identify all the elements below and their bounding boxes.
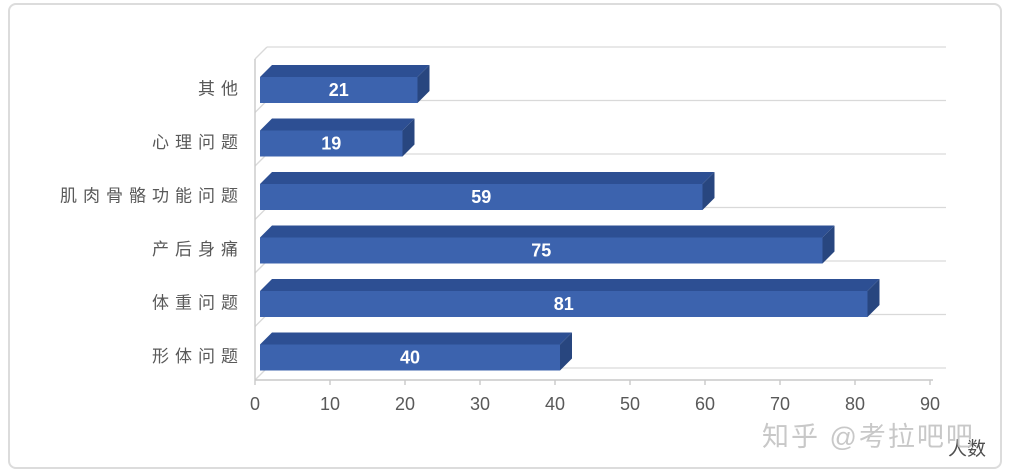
bar-side-face <box>867 279 880 317</box>
category-label: 体重问题 <box>152 293 244 312</box>
bar-top-face <box>260 279 880 291</box>
bar-top-face <box>260 332 572 345</box>
tick-label: 70 <box>770 394 790 414</box>
bar-value-label: 40 <box>400 347 420 367</box>
gridline-depth-edge <box>254 46 268 60</box>
category-label: 其他 <box>198 79 244 98</box>
bar-front-face <box>260 237 823 264</box>
bar-value-label: 19 <box>321 133 341 153</box>
bar-front-face <box>260 344 560 371</box>
tick-label: 90 <box>920 394 940 414</box>
bar-side-face <box>560 332 572 371</box>
category-label: 产后身痛 <box>152 240 244 259</box>
bar-top-face <box>260 225 835 238</box>
tick-label: 60 <box>695 394 715 414</box>
bar-value-label: 21 <box>329 80 349 100</box>
tick-label: 80 <box>845 394 865 414</box>
bar-value-label: 59 <box>471 187 491 207</box>
x-axis-title: 人数 <box>948 438 986 460</box>
bar-front-face <box>260 130 403 157</box>
bar-top-face <box>260 118 415 131</box>
bar-front-face <box>260 291 868 317</box>
bar-top-face <box>260 65 430 77</box>
bar-value-label: 75 <box>531 240 551 260</box>
bar-front-face <box>260 184 703 210</box>
bar-side-face <box>402 118 415 157</box>
category-label: 心理问题 <box>152 133 244 152</box>
category-label: 形体问题 <box>152 347 244 366</box>
tick-label: 10 <box>320 394 340 414</box>
tick-label: 20 <box>395 394 415 414</box>
tick-label: 50 <box>620 394 640 414</box>
tick-label: 30 <box>470 394 490 414</box>
bar-value-label: 81 <box>554 294 574 314</box>
bar-side-face <box>417 65 430 103</box>
category-label: 肌肉骨骼功能问题 <box>60 186 244 205</box>
bar-side-face <box>822 225 835 264</box>
tick-label: 40 <box>545 394 565 414</box>
tick-label: 0 <box>250 394 260 414</box>
bar-front-face <box>260 77 418 103</box>
bar-top-face <box>260 172 715 184</box>
bar-side-face <box>702 172 715 210</box>
